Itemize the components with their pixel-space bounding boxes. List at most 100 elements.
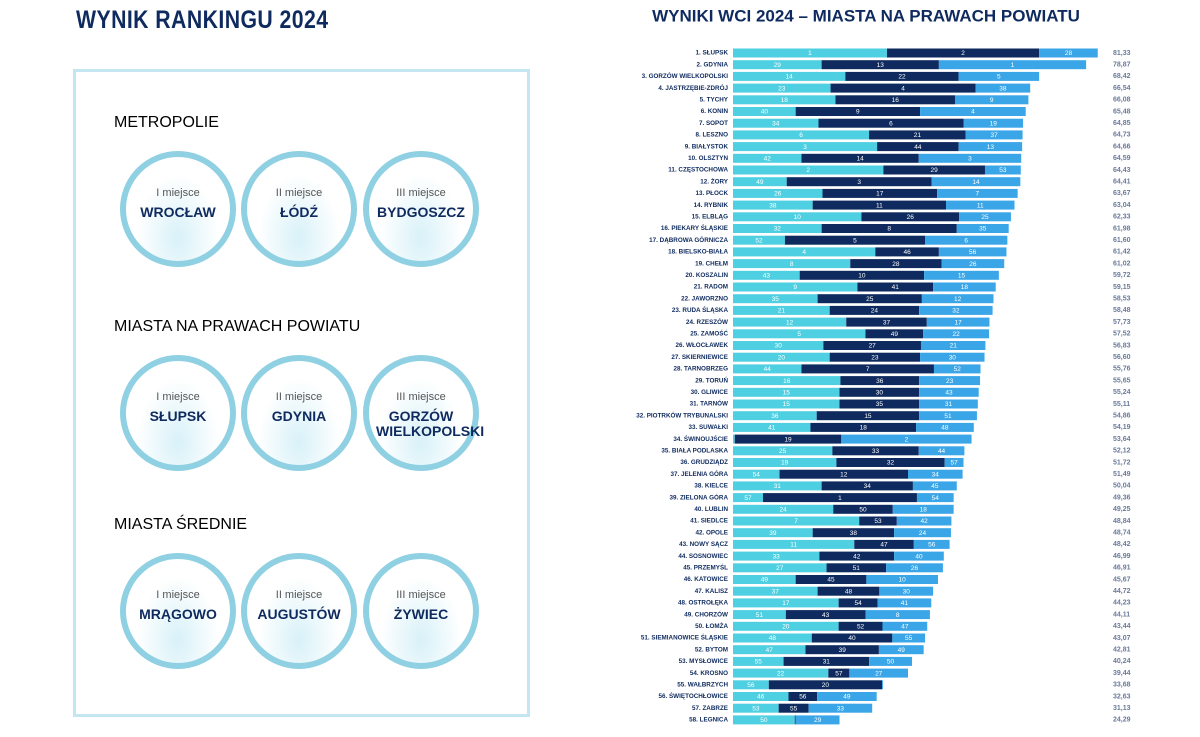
total-label: 54,19 bbox=[1113, 424, 1131, 431]
bar-segment bbox=[795, 575, 867, 584]
bar-segment bbox=[733, 107, 796, 116]
bar-segment bbox=[882, 621, 928, 631]
bar-segment bbox=[733, 598, 839, 608]
bar-segment bbox=[783, 656, 870, 666]
ranking-panel: WYNIK RANKINGU 2024 METROPOLIE I miejsce W… bbox=[0, 0, 560, 737]
category-label: 9. BIAŁYSTOK bbox=[685, 143, 729, 150]
section: METROPOLIE bbox=[114, 114, 514, 132]
rank-label: 18 bbox=[920, 507, 928, 514]
rank-label: 47 bbox=[880, 542, 888, 549]
rank-label: 12 bbox=[840, 471, 848, 478]
rank-label: 8 bbox=[790, 261, 794, 268]
bar-segment bbox=[733, 153, 802, 163]
rank-label: 15 bbox=[783, 390, 791, 397]
rank-label: 19 bbox=[781, 460, 789, 467]
bar-segment bbox=[733, 539, 855, 549]
bar-segment bbox=[733, 48, 887, 58]
bar-segment bbox=[918, 446, 965, 456]
rank-label: 40 bbox=[848, 635, 856, 642]
bar-segment bbox=[850, 259, 942, 269]
bar-segment bbox=[918, 153, 1022, 163]
bar-segment bbox=[801, 153, 919, 163]
bar-segment bbox=[919, 305, 993, 315]
bar-segment bbox=[920, 341, 986, 350]
bar-segment bbox=[840, 376, 920, 386]
total-label: 43,07 bbox=[1113, 635, 1131, 642]
bar-segment bbox=[933, 364, 981, 374]
city-name: MRĄGOWO bbox=[139, 606, 217, 622]
bar-segment bbox=[958, 71, 1040, 81]
bar-segment bbox=[816, 411, 920, 421]
bar-segment bbox=[733, 481, 822, 491]
place-circle: I miejsce MRĄGOWO bbox=[120, 553, 236, 669]
city-name: ŁÓDŹ bbox=[279, 204, 319, 220]
section-title: MIASTA NA PRAWACH POWIATU bbox=[114, 318, 361, 335]
rank-label: 36 bbox=[876, 378, 884, 385]
bar-segment bbox=[733, 364, 802, 374]
rank-label: 49 bbox=[898, 647, 906, 654]
bar-segment bbox=[733, 130, 870, 140]
rank-label: 13 bbox=[877, 62, 885, 69]
rank-label: 38 bbox=[769, 202, 777, 209]
bar-segment bbox=[733, 188, 823, 198]
rank-label: 28 bbox=[1065, 50, 1073, 57]
bar-segment bbox=[812, 528, 895, 538]
rank-label: 22 bbox=[777, 670, 785, 677]
bar-segment bbox=[821, 481, 913, 491]
rank-label: 49 bbox=[761, 577, 769, 584]
rank-label: 12 bbox=[954, 296, 962, 303]
rank-label: 30 bbox=[775, 343, 783, 350]
bar-segment bbox=[733, 551, 820, 561]
bar-segment bbox=[835, 95, 955, 105]
rank-label: 5 bbox=[997, 74, 1001, 81]
rank-label: 15 bbox=[783, 401, 791, 408]
bar-segment bbox=[733, 282, 858, 292]
bar-segment bbox=[733, 656, 784, 666]
bar-segment bbox=[733, 516, 860, 526]
category-label: 14. RYBNIK bbox=[694, 202, 729, 209]
rank-label: 4 bbox=[971, 109, 975, 116]
category-label: 49. CHORZÓW bbox=[684, 609, 728, 618]
rank-label: 57 bbox=[744, 495, 752, 502]
bar-segment bbox=[938, 60, 1087, 70]
category-label: 38. KIELCE bbox=[694, 483, 728, 490]
total-label: 50,04 bbox=[1113, 483, 1131, 490]
total-label: 61,02 bbox=[1113, 260, 1131, 267]
category-label: 18. BIELSKO-BIAŁA bbox=[668, 249, 728, 256]
section-title: METROPOLIE bbox=[114, 114, 219, 131]
rank-label: 33 bbox=[872, 448, 880, 455]
rank-label: 24 bbox=[871, 308, 879, 315]
category-label: 24. RZESZÓW bbox=[686, 317, 728, 326]
total-label: 59,72 bbox=[1113, 272, 1131, 279]
rank-label: 31 bbox=[823, 659, 831, 666]
bar-segment bbox=[733, 575, 796, 584]
total-label: 44,72 bbox=[1113, 588, 1131, 595]
rank-label: 56 bbox=[928, 542, 936, 549]
rank-label: 41 bbox=[768, 425, 776, 432]
total-label: 31,13 bbox=[1113, 705, 1131, 712]
rank-label: 28 bbox=[892, 261, 900, 268]
rank-label: 9 bbox=[990, 97, 994, 104]
rank-label: 5 bbox=[797, 331, 801, 338]
rank-label: 49 bbox=[756, 179, 764, 186]
category-label: 25. ZAMOŚĆ bbox=[690, 328, 728, 337]
rank-label: 40 bbox=[761, 109, 769, 116]
bar-segment bbox=[786, 177, 932, 187]
rank-label: 15 bbox=[864, 413, 872, 420]
category-label: 57. ZABRZE bbox=[692, 705, 728, 712]
bar-segment bbox=[733, 212, 862, 222]
rank-label: 22 bbox=[952, 331, 960, 338]
total-label: 64,73 bbox=[1113, 132, 1131, 139]
bar-segment bbox=[894, 551, 944, 561]
total-label: 40,24 bbox=[1113, 658, 1131, 665]
place-label: III miejsce bbox=[396, 187, 446, 199]
rank-label: 32 bbox=[887, 460, 895, 467]
bar-segment bbox=[810, 422, 917, 432]
rank-label: 26 bbox=[911, 565, 919, 572]
rank-label: 27 bbox=[776, 565, 784, 572]
bar-segment bbox=[916, 422, 974, 432]
bar-segment bbox=[817, 294, 922, 304]
place-circle: II miejsce ŁÓDŹ bbox=[241, 151, 357, 267]
rank-label: 41 bbox=[892, 284, 900, 291]
bar-segment bbox=[892, 504, 954, 514]
